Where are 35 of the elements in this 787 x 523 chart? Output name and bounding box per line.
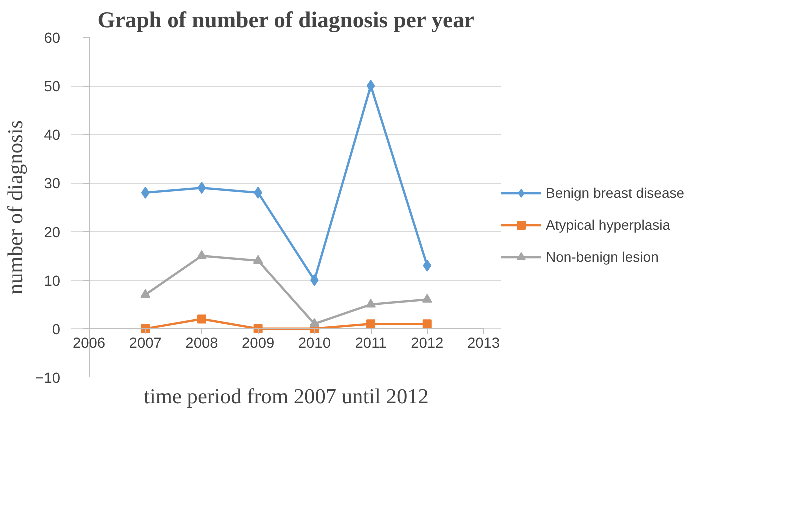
- point: [197, 314, 206, 324]
- point: [366, 80, 376, 92]
- x-tick-label: 2013: [467, 336, 500, 352]
- x-tick-label: 2012: [411, 336, 444, 352]
- y-tick-label: −10: [36, 371, 61, 387]
- point: [422, 320, 432, 329]
- chart-title: Graph of number of diagnosis per year: [98, 8, 474, 32]
- point: [253, 255, 264, 264]
- y-tick-label: 20: [44, 225, 61, 242]
- point: [196, 250, 207, 260]
- x-tick-label: 2010: [298, 336, 331, 352]
- x-tick-label: 2007: [129, 336, 162, 352]
- y-tick-label: 0: [52, 322, 61, 338]
- x-tick-label: 2006: [72, 336, 106, 352]
- y-tick-label: 50: [44, 80, 61, 96]
- x-tick-label: 2009: [242, 336, 275, 352]
- point: [141, 186, 150, 199]
- x-tick-label: 2008: [186, 336, 218, 352]
- x-tick-label: 2011: [355, 336, 387, 352]
- point: [310, 318, 320, 328]
- y-axis-title: number of diagnosis: [4, 120, 28, 295]
- legend-label: Non-benign lesion: [546, 249, 659, 265]
- y-tick-label: 40: [44, 128, 61, 144]
- y-tick-label: 30: [44, 176, 61, 193]
- point: [198, 182, 206, 194]
- point: [366, 298, 376, 308]
- y-tick-label: 60: [44, 31, 61, 47]
- legend-label: Benign breast disease: [546, 185, 685, 201]
- point: [140, 289, 151, 298]
- point: [366, 320, 376, 329]
- y-tick-label: 10: [44, 274, 61, 290]
- legend-label: Atypical hyperplasia: [546, 217, 671, 233]
- point: [422, 294, 432, 303]
- point: [423, 260, 432, 272]
- x-axis-title: time period from 2007 until 2012: [144, 384, 429, 408]
